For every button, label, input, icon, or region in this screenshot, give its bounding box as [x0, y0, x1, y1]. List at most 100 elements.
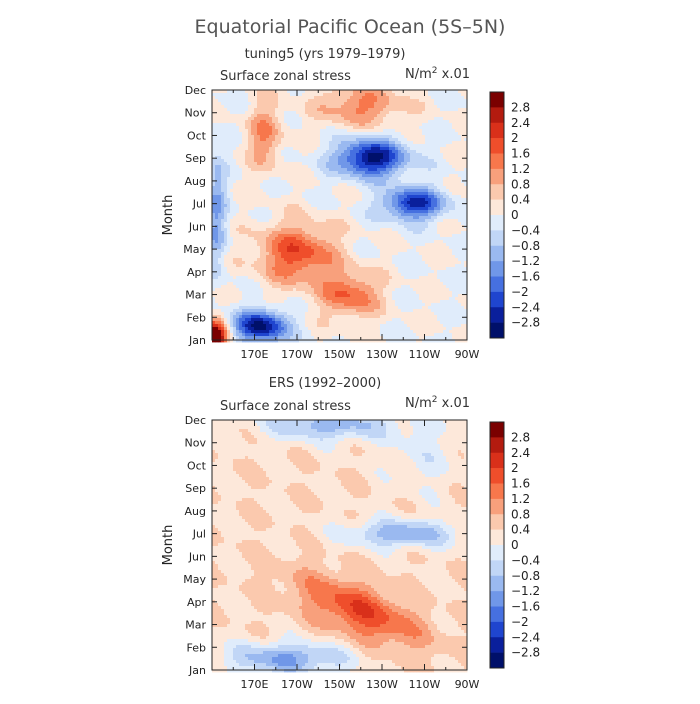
field-cell: [386, 165, 390, 169]
field-cell: [377, 237, 381, 241]
field-cell: [308, 111, 312, 115]
field-cell: [278, 147, 282, 151]
field-cell: [374, 183, 378, 187]
field-cell: [407, 216, 411, 220]
field-cell: [404, 141, 408, 145]
field-cell: [260, 147, 264, 151]
field-cell: [374, 96, 378, 100]
field-cell: [221, 198, 225, 202]
field-cell: [236, 198, 240, 202]
field-cell: [341, 186, 345, 190]
field-cell: [230, 135, 234, 139]
field-cell: [419, 213, 423, 217]
field-cell: [284, 90, 288, 94]
field-cell: [302, 192, 306, 196]
field-cell: [278, 177, 282, 181]
field-cell: [425, 216, 429, 220]
field-cell: [371, 102, 375, 106]
field-cell: [248, 222, 252, 226]
field-cell: [326, 204, 330, 208]
field-cell: [293, 156, 297, 160]
field-cell: [221, 180, 225, 184]
field-cell: [221, 132, 225, 136]
field-cell: [341, 180, 345, 184]
field-cell: [437, 150, 441, 154]
field-cell: [401, 195, 405, 199]
field-cell: [293, 114, 297, 118]
field-cell: [449, 108, 453, 112]
field-cell: [380, 195, 384, 199]
field-cell: [383, 198, 387, 202]
field-cell: [452, 156, 456, 160]
field-cell: [461, 159, 465, 163]
field-cell: [353, 132, 357, 136]
field-cell: [386, 174, 390, 178]
field-cell: [338, 147, 342, 151]
field-cell: [377, 114, 381, 118]
field-cell: [329, 261, 333, 265]
field-cell: [242, 183, 246, 187]
field-cell: [266, 120, 270, 124]
field-cell: [389, 192, 393, 196]
field-cell: [350, 204, 354, 208]
field-cell: [392, 210, 396, 214]
field-cell: [287, 258, 291, 262]
field-cell: [344, 252, 348, 256]
field-cell: [227, 222, 231, 226]
field-cell: [257, 183, 261, 187]
field-cell: [275, 243, 279, 247]
field-cell: [365, 204, 369, 208]
field-cell: [428, 126, 432, 130]
field-cell: [254, 126, 258, 130]
field-cell: [443, 219, 447, 223]
field-cell: [233, 258, 237, 262]
field-cell: [428, 150, 432, 154]
field-cell: [398, 126, 402, 130]
field-cell: [422, 186, 426, 190]
field-cell: [224, 162, 228, 166]
field-cell: [326, 240, 330, 244]
field-cell: [314, 159, 318, 163]
field-cell: [338, 234, 342, 238]
field-cell: [272, 102, 276, 106]
field-cell: [350, 252, 354, 256]
field-cell: [281, 120, 285, 124]
field-cell: [437, 258, 441, 262]
field-cell: [416, 156, 420, 160]
field-cell: [371, 207, 375, 211]
field-cell: [389, 234, 393, 238]
field-cell: [236, 117, 240, 121]
field-cell: [332, 258, 336, 262]
field-cell: [350, 153, 354, 157]
field-cell: [341, 120, 345, 124]
field-cell: [434, 111, 438, 115]
field-cell: [221, 96, 225, 100]
field-cell: [434, 237, 438, 241]
field-cell: [284, 198, 288, 202]
field-cell: [230, 243, 234, 247]
field-cell: [281, 141, 285, 145]
field-cell: [233, 180, 237, 184]
field-cell: [344, 126, 348, 130]
field-cell: [299, 111, 303, 115]
field-cell: [419, 234, 423, 238]
field-cell: [242, 90, 246, 94]
field-cell: [329, 147, 333, 151]
field-cell: [446, 189, 450, 193]
field-cell: [365, 156, 369, 160]
field-cell: [215, 189, 219, 193]
field-cell: [446, 174, 450, 178]
field-cell: [299, 207, 303, 211]
field-cell: [266, 183, 270, 187]
field-cell: [239, 246, 243, 250]
field-cell: [287, 183, 291, 187]
field-cell: [338, 189, 342, 193]
field-cell: [455, 246, 459, 250]
field-cell: [359, 231, 363, 235]
field-cell: [416, 108, 420, 112]
field-cell: [437, 261, 441, 265]
field-cell: [224, 138, 228, 142]
field-cell: [449, 123, 453, 127]
field-cell: [404, 180, 408, 184]
field-cell: [293, 207, 297, 211]
